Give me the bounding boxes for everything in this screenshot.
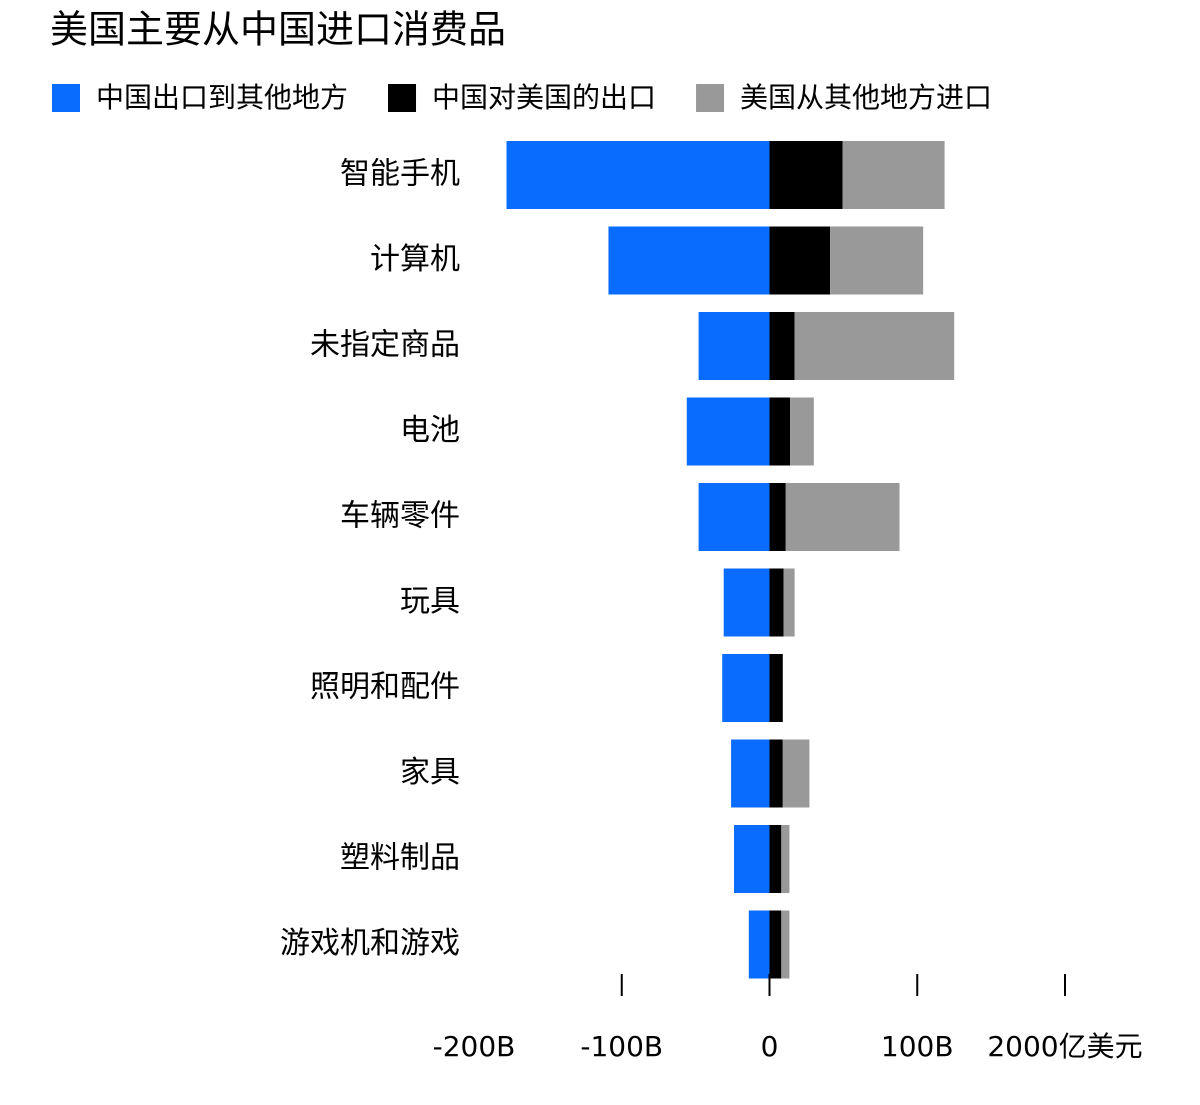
bar bbox=[769, 654, 783, 722]
bar bbox=[769, 312, 795, 380]
bar bbox=[731, 739, 770, 808]
bar bbox=[698, 312, 770, 380]
bar bbox=[782, 739, 810, 808]
bar bbox=[686, 397, 770, 466]
category-label: 车辆零件 bbox=[340, 499, 460, 534]
bar bbox=[769, 910, 782, 979]
category-label: 塑料制品 bbox=[340, 841, 460, 876]
category-label: 游戏机和游戏 bbox=[280, 926, 460, 961]
x-tick-label: -100B bbox=[580, 1030, 663, 1063]
x-tick-label: 2000亿美元 bbox=[987, 1030, 1142, 1063]
bar bbox=[769, 825, 782, 893]
bar bbox=[769, 397, 791, 466]
bar bbox=[783, 568, 795, 637]
bar bbox=[734, 825, 770, 893]
bar bbox=[608, 226, 770, 295]
bar bbox=[722, 654, 770, 722]
category-label: 家具 bbox=[400, 755, 460, 790]
category-label: 智能手机 bbox=[340, 157, 460, 192]
category-label: 未指定商品 bbox=[310, 328, 460, 363]
category-label: 计算机 bbox=[370, 242, 460, 277]
legend-swatch bbox=[388, 84, 417, 112]
category-label: 照明和配件 bbox=[310, 670, 460, 705]
x-tick-label: 0 bbox=[761, 1030, 779, 1063]
bar bbox=[794, 312, 955, 380]
x-tick-label: -200B bbox=[433, 1030, 516, 1063]
bar bbox=[842, 141, 945, 209]
bar bbox=[769, 226, 831, 295]
category-label: 电池 bbox=[400, 413, 460, 448]
x-tick-label: 100B bbox=[881, 1030, 954, 1063]
legend-label: 中国出口到其他地方 bbox=[96, 81, 348, 114]
bar bbox=[785, 483, 900, 551]
bar bbox=[698, 483, 770, 551]
bar bbox=[769, 568, 784, 637]
bar bbox=[781, 910, 790, 979]
chart-title: 美国主要从中国进口消费品 bbox=[50, 8, 506, 52]
legend-swatch bbox=[52, 84, 80, 112]
bar bbox=[769, 141, 843, 209]
bar bbox=[748, 910, 770, 979]
bar bbox=[781, 825, 790, 893]
bar bbox=[790, 397, 814, 466]
category-label: 玩具 bbox=[400, 584, 460, 619]
legend-swatch bbox=[696, 84, 725, 112]
bar bbox=[506, 141, 770, 209]
bar bbox=[769, 739, 783, 808]
bar bbox=[830, 226, 924, 295]
legend-label: 中国对美国的出口 bbox=[432, 81, 656, 114]
bar bbox=[723, 568, 770, 637]
legend-label: 美国从其他地方进口 bbox=[740, 81, 992, 114]
bar bbox=[769, 483, 786, 551]
